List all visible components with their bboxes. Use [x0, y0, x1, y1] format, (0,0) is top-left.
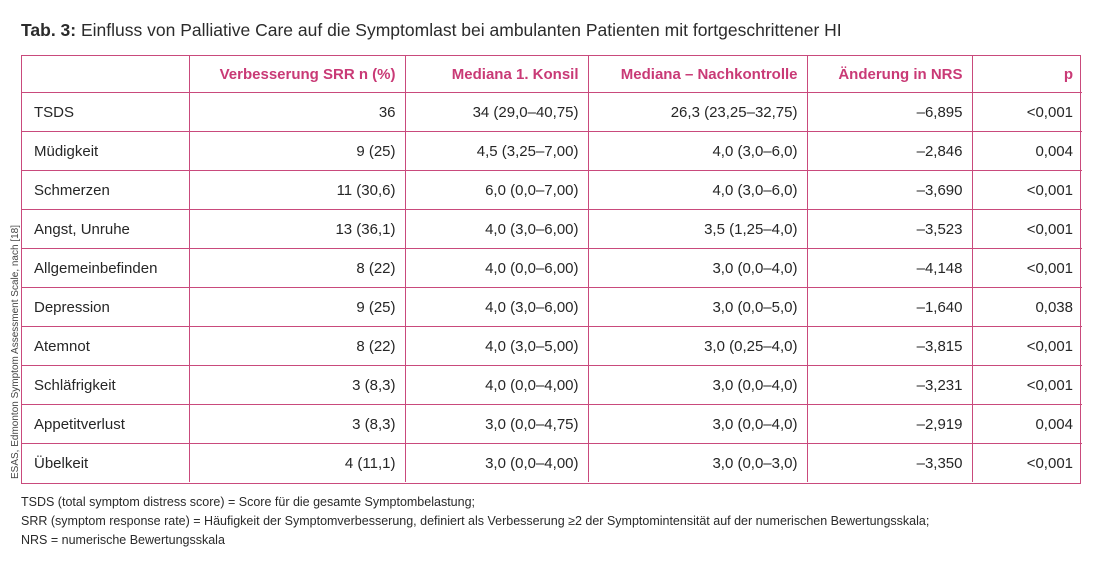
- table-cell: –2,846: [807, 131, 973, 171]
- table-cell: <0,001: [1026, 454, 1073, 472]
- row-label: Müdigkeit: [22, 131, 190, 171]
- table-cell: 4,0 (0,0–6,00): [405, 248, 589, 288]
- table-cell: –4,148: [807, 248, 973, 288]
- table-row: Müdigkeit 9 (25) 4,5 (3,25–7,00) 4,0 (3,0–6…: [22, 131, 1082, 171]
- table-frame: Verbesserung SRR n (%) Mediana 1. Konsil…: [21, 55, 1082, 484]
- row-label: Angst, Unruhe: [22, 209, 190, 249]
- footnote: TSDS (total symptom distress score) = Sc…: [21, 495, 475, 509]
- table-cell: –3,815: [807, 326, 973, 366]
- row-label: Übelkeit: [22, 443, 190, 482]
- table-cell: –2,919: [807, 404, 973, 444]
- row-label: TSDS: [22, 92, 190, 132]
- row-label: Schläfrigkeit: [22, 365, 190, 405]
- row-label: Appetitverlust: [22, 404, 190, 444]
- table-cell: –3,690: [807, 170, 973, 210]
- header-cell: p: [972, 56, 1082, 93]
- table-row: Schmerzen 11 (30,6) 6,0 (0,0–7,00) 4,0 (3,0…: [22, 170, 1082, 210]
- table-cell: 3,5 (1,25–4,0): [588, 209, 808, 249]
- table-row: Allgemeinbefinden 8 (22) 4,0 (0,0–6,00) 3,0…: [22, 248, 1082, 288]
- row-label: Depression: [22, 287, 190, 327]
- header-cell: [22, 56, 190, 93]
- data-table: Verbesserung SRR n (%) Mediana 1. Konsil…: [22, 56, 1082, 482]
- table-cell: –3,350: [807, 443, 973, 482]
- table-row: Atemnot 8 (22) 4,0 (3,0–5,00) 3,0 (0,25–4,0…: [22, 326, 1082, 366]
- table-title-label: Tab. 3:: [21, 20, 77, 40]
- table-row: Angst, Unruhe 13 (36,1) 4,0 (3,0–6,00) 3,5 …: [22, 209, 1082, 249]
- table-cell: 34 (29,0–40,75): [405, 92, 589, 132]
- table-cell: 3,0 (0,0–5,0): [588, 287, 808, 327]
- table-cell: 4,0 (3,0–6,00): [405, 287, 589, 327]
- table-cell: 4,0 (3,0–6,0): [588, 131, 808, 171]
- side-source-note: ESAS, Edmonton Symptom Assessment Scale,…: [10, 224, 21, 479]
- table-cell: 4,0 (3,0–6,0): [588, 170, 808, 210]
- table-row: Depression 9 (25) 4,0 (3,0–6,00) 3,0 (0,0–5…: [22, 287, 1082, 327]
- table-cell: <0,001: [972, 326, 1082, 366]
- table-cell: 13 (36,1): [189, 209, 406, 249]
- table-cell: 3,0 (0,0–4,0): [588, 248, 808, 288]
- table-cell: 3,0 (0,0–4,75): [405, 404, 589, 444]
- table-cell: –3,523: [807, 209, 973, 249]
- table-cell: 3 (8,3): [189, 365, 406, 405]
- header-cell: Mediana – Nachkontrolle: [588, 56, 808, 93]
- table-cell: 8 (22): [189, 326, 406, 366]
- row-label: Schmerzen: [22, 170, 190, 210]
- table-cell: –3,231: [807, 365, 973, 405]
- table-cell: 0,004: [972, 404, 1082, 444]
- table-cell: 11 (30,6): [189, 170, 406, 210]
- table-row: Schläfrigkeit 3 (8,3) 4,0 (0,0–4,00) 3,0 (0…: [22, 365, 1082, 405]
- table-cell: 3,0 (0,0–4,0): [588, 365, 808, 405]
- table-title: Tab. 3: Einfluss von Palliative Care auf…: [21, 20, 842, 41]
- table-cell: 4,5 (3,25–7,00): [405, 131, 589, 171]
- table-cell: <0,001: [972, 248, 1082, 288]
- row-label: Atemnot: [22, 326, 190, 366]
- table-cell: 3,0 (0,0–4,0): [588, 404, 808, 444]
- table-row: TSDS 36 34 (29,0–40,75) 26,3 (23,25–32,75) –…: [22, 92, 1082, 132]
- table-cell: 9 (25): [189, 131, 406, 171]
- table-cell: <0,001: [972, 92, 1082, 132]
- table-cell: 36: [189, 92, 406, 132]
- footnotes: TSDS (total symptom distress score) = Sc…: [21, 493, 929, 550]
- table-cell: 6,0 (0,0–7,00): [405, 170, 589, 210]
- footnote: NRS = numerische Bewertungsskala: [21, 533, 225, 547]
- footnote: SRR (symptom response rate) = Häufigkeit…: [21, 514, 930, 528]
- table-row: Übelkeit 4 (11,1) 3,0 (0,0–4,00) 3,0 (0,0–3…: [22, 443, 1082, 482]
- table-cell: 8 (22): [189, 248, 406, 288]
- table-cell: 26,3 (23,25–32,75): [588, 92, 808, 132]
- table-cell: 4,0 (3,0–6,00): [405, 209, 589, 249]
- table-cell: 3 (8,3): [189, 404, 406, 444]
- table-cell: 3,0 (0,0–4,00): [405, 443, 589, 482]
- table-row: Appetitverlust 3 (8,3) 3,0 (0,0–4,75) 3,0 (…: [22, 404, 1082, 444]
- table-cell: <0,001: [972, 170, 1082, 210]
- table-cell: –6,895: [807, 92, 973, 132]
- header-cell: Änderung in NRS: [807, 56, 973, 93]
- table-cell: 0,038: [972, 287, 1082, 327]
- table-cell: 4,0 (0,0–4,00): [405, 365, 589, 405]
- table-cell: <0,001: [972, 365, 1082, 405]
- table-cell: 0,004: [972, 131, 1082, 171]
- table-cell: 4 (11,1): [189, 443, 406, 482]
- header-cell: Verbesserung SRR n (%): [189, 56, 406, 93]
- table-cell: <0,001: [972, 209, 1082, 249]
- table-cell: 3,0 (0,25–4,0): [588, 326, 808, 366]
- table-cell: –1,640: [807, 287, 973, 327]
- row-label: Allgemeinbefinden: [22, 248, 190, 288]
- header-row: Verbesserung SRR n (%) Mediana 1. Konsil…: [22, 56, 1082, 93]
- table-title-text: Einfluss von Palliative Care auf die Sym…: [80, 20, 842, 40]
- table-cell: 9 (25): [189, 287, 406, 327]
- table-cell: 4,0 (3,0–5,00): [405, 326, 589, 366]
- table-cell: 3,0 (0,0–3,0): [588, 443, 808, 482]
- header-cell: Mediana 1. Konsil: [405, 56, 589, 93]
